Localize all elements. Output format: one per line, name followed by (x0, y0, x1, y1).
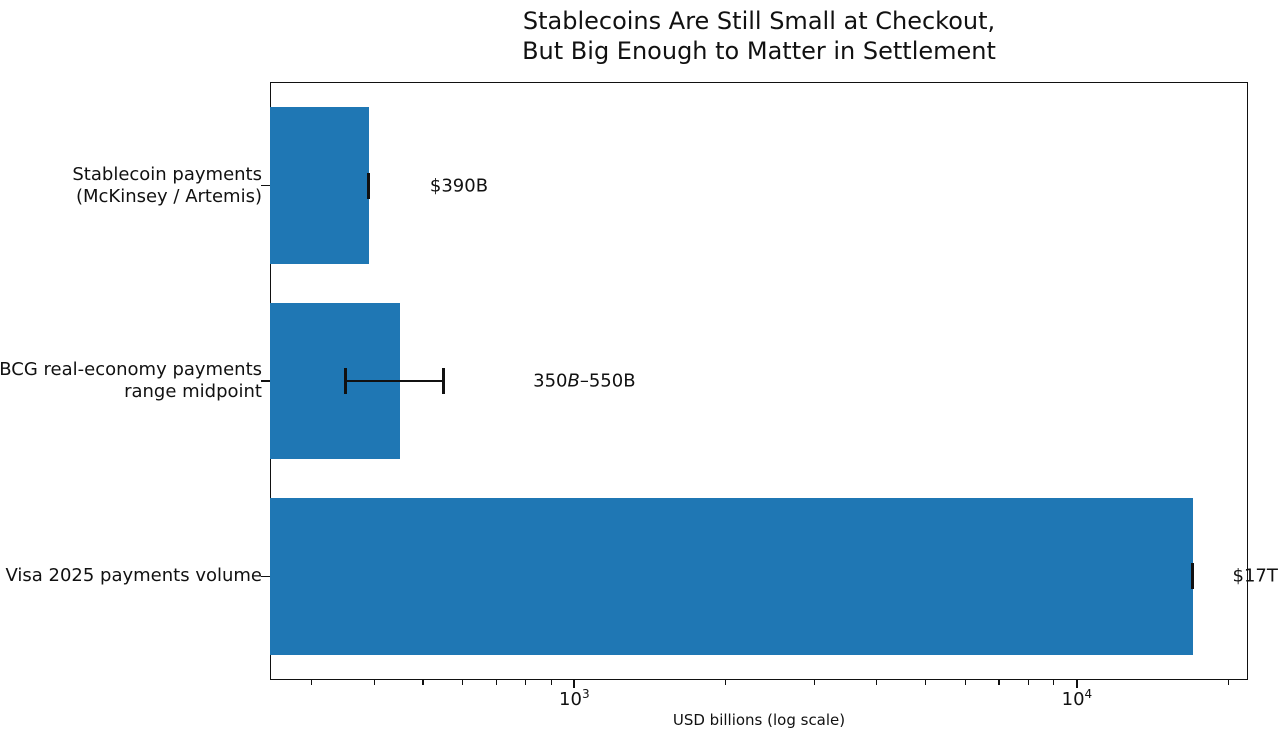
y-tick-label-line: (McKinsey / Artemis) (75, 185, 262, 207)
y-tick-label-line: Stablecoin payments (72, 163, 262, 185)
bar-annotation-run: –550B (579, 370, 636, 392)
bar (270, 107, 369, 264)
x-tick-label: 103 (559, 687, 590, 710)
x-minor-tick-mark (525, 680, 527, 685)
y-tick-label-line: Visa 2025 payments volume (5, 565, 262, 587)
x-minor-tick-mark (1227, 680, 1229, 685)
x-minor-tick-mark (725, 680, 727, 685)
x-minor-tick-mark (925, 680, 927, 685)
x-minor-tick-mark (422, 680, 424, 685)
bar-annotation-run: B (567, 370, 580, 392)
x-minor-tick-mark (964, 680, 966, 685)
x-minor-tick-mark (495, 680, 498, 685)
bar-annotation: $17T (1233, 566, 1278, 587)
x-tick-label-exponent: 3 (581, 687, 590, 701)
x-minor-tick-mark (462, 680, 464, 685)
y-tick-label-line: range midpoint (124, 381, 262, 402)
x-minor-tick-mark (998, 680, 1000, 685)
error-bar-line (345, 379, 444, 383)
x-major-tick-mark (573, 680, 576, 688)
bar-annotation: $390B (430, 175, 488, 196)
chart-title: Stablecoins Are Still Small at Checkout,… (270, 6, 1248, 66)
bar (270, 498, 1193, 655)
y-tick-mark (261, 575, 270, 578)
y-tick-label: BCG real-economy payments range midpoint (0, 359, 262, 403)
bar-annotation-run: 350 (533, 370, 568, 392)
x-minor-tick-mark (876, 680, 878, 685)
chart-title-line-1: Stablecoins Are Still Small at Checkout, (522, 7, 996, 35)
chart-title-line-2: But Big Enough to Matter in Settlement (522, 37, 996, 65)
y-tick-mark (261, 184, 270, 187)
bar-annotation: 350B–550B (533, 371, 635, 392)
error-bar-cap (1191, 563, 1195, 590)
x-minor-tick-mark (1027, 680, 1029, 685)
x-minor-tick-mark (1053, 680, 1055, 685)
error-bar-cap (343, 368, 347, 394)
x-tick-label-exponent: 4 (1084, 687, 1093, 701)
x-axis-label: USD billions (log scale) (672, 711, 846, 729)
y-tick-label: Visa 2025 payments volume (5, 565, 262, 587)
x-tick-label-base: 10 (559, 689, 582, 710)
error-bar-cap (367, 172, 371, 199)
error-bar-cap (442, 368, 446, 394)
bar-annotation-run: $17T (1232, 565, 1278, 587)
x-minor-tick-mark (550, 680, 552, 685)
x-minor-tick-mark (310, 680, 313, 685)
x-major-tick-mark (1076, 680, 1078, 688)
y-tick-mark (261, 380, 270, 382)
x-tick-label-base: 10 (1061, 689, 1085, 710)
bar-annotation-run: $390B (429, 175, 489, 197)
y-tick-label: Stablecoin payments (McKinsey / Artemis) (72, 164, 262, 208)
x-minor-tick-mark (813, 680, 815, 685)
x-minor-tick-mark (373, 680, 375, 685)
y-tick-label-line: BCG real-economy payments (0, 359, 262, 380)
x-tick-label: 104 (1062, 687, 1093, 710)
